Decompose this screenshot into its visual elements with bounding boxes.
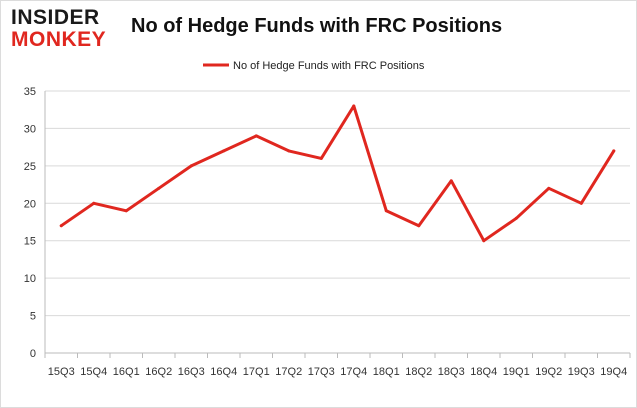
data-point-18Q2 — [417, 224, 421, 228]
x-tick-label-15Q3: 15Q3 — [48, 366, 75, 378]
x-tick-label-16Q1: 16Q1 — [113, 366, 140, 378]
x-tick-label-18Q2: 18Q2 — [405, 366, 432, 378]
data-point-18Q3 — [449, 179, 453, 183]
y-axis-tick-labels: 0 5 10 15 20 25 30 35 — [24, 86, 36, 360]
y-tick-label-20: 20 — [24, 198, 36, 210]
y-tick-label-30: 30 — [24, 123, 36, 135]
data-point-19Q1 — [514, 216, 518, 220]
data-point-17Q3 — [319, 156, 323, 160]
axes — [44, 91, 631, 358]
x-axis-tick-labels: 15Q3 15Q4 16Q1 16Q2 16Q3 16Q4 17Q1 17Q2 17Q3 17Q4… — [48, 366, 627, 378]
data-point-18Q4 — [482, 239, 486, 243]
series-line-0 — [59, 104, 616, 243]
x-tick-label-16Q2: 16Q2 — [145, 366, 172, 378]
x-tick-label-19Q3: 19Q3 — [568, 366, 595, 378]
data-point-17Q4 — [352, 104, 356, 108]
x-tick-label-16Q3: 16Q3 — [178, 366, 205, 378]
data-point-19Q2 — [547, 186, 551, 190]
data-point-16Q3 — [189, 164, 193, 168]
y-tick-label-15: 15 — [24, 236, 36, 248]
logo-line-1: INSIDER — [11, 6, 100, 29]
data-point-15Q3 — [59, 224, 63, 228]
y-tick-label-35: 35 — [24, 86, 36, 98]
y-tick-label-5: 5 — [30, 311, 36, 323]
x-tick-label-18Q3: 18Q3 — [438, 366, 465, 378]
x-tick-label-17Q3: 17Q3 — [308, 366, 335, 378]
y-tick-label-25: 25 — [24, 161, 36, 173]
data-point-16Q1 — [124, 209, 128, 213]
x-tick-label-17Q4: 17Q4 — [340, 366, 367, 378]
data-point-19Q4 — [612, 149, 616, 153]
legend: No of Hedge Funds with FRC Positions — [203, 60, 425, 72]
x-tick-label-19Q4: 19Q4 — [600, 366, 627, 378]
x-tick-label-15Q4: 15Q4 — [80, 366, 107, 378]
x-tick-label-18Q4: 18Q4 — [470, 366, 497, 378]
data-point-19Q3 — [579, 201, 583, 205]
x-tick-label-16Q4: 16Q4 — [210, 366, 237, 378]
x-tick-label-17Q1: 17Q1 — [243, 366, 270, 378]
x-tick-label-17Q2: 17Q2 — [275, 366, 302, 378]
chart-title: No of Hedge Funds with FRC Positions — [131, 15, 503, 37]
y-tick-label-0: 0 — [30, 348, 36, 360]
grid — [45, 90, 630, 317]
x-tick-label-18Q1: 18Q1 — [373, 366, 400, 378]
data-point-16Q4 — [222, 149, 226, 153]
data-point-15Q4 — [92, 201, 96, 205]
logo-line-2: MONKEY — [11, 28, 107, 51]
data-point-16Q2 — [157, 186, 161, 190]
insider-monkey-logo: INSIDER MONKEY — [11, 7, 111, 53]
legend-label: No of Hedge Funds with FRC Positions — [233, 60, 425, 72]
data-point-18Q1 — [384, 209, 388, 213]
x-tick-label-19Q1: 19Q1 — [503, 366, 530, 378]
x-tick-label-19Q2: 19Q2 — [535, 366, 562, 378]
y-tick-label-10: 10 — [24, 273, 36, 285]
series — [59, 104, 616, 243]
data-point-17Q2 — [287, 149, 291, 153]
data-point-17Q1 — [254, 134, 258, 138]
